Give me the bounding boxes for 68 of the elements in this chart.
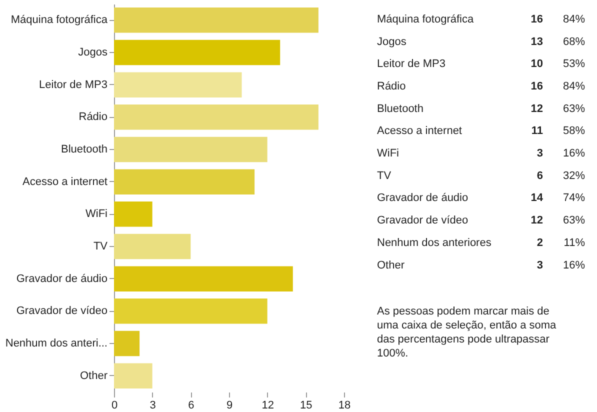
category-label: Acesso a internet (377, 125, 462, 138)
y-tick-label: Máquina fotográfica (10, 14, 108, 26)
bar (114, 8, 318, 33)
category-label: WiFi (377, 148, 399, 160)
bar (114, 234, 191, 260)
data-label: 2 (536, 236, 543, 249)
data-label: 6 (536, 170, 543, 182)
data-label: 84% (562, 80, 586, 92)
data-label: 32% (562, 170, 586, 182)
data-label: 63% (562, 102, 586, 115)
data-label: 11% (564, 236, 586, 249)
data-label: 16 (530, 80, 543, 92)
data-label: 3 (536, 148, 543, 160)
y-tick-label: Nenhum dos anteri... (5, 338, 108, 350)
category-label: Bluetooth (377, 102, 424, 115)
bar (114, 40, 280, 66)
y-tick-label: Leitor de MP3 (39, 78, 108, 91)
text: As pessoas podem marcar mais de uma caixa de seleção, então a soma das percentagens pode ultrapassar 100%. (377, 306, 558, 360)
bar (114, 330, 140, 356)
data-label: 14 (530, 192, 544, 204)
bar (114, 104, 318, 130)
data-label: 74% (562, 192, 586, 204)
x-tick-label: 6 (188, 400, 194, 412)
data-label: 84% (562, 13, 586, 26)
category-label: Other (377, 259, 405, 272)
category-label: Nenhum dos anteriores (377, 236, 492, 249)
data-label: 13 (530, 36, 543, 48)
bar (114, 169, 255, 194)
y-tick-label: Gravador de áudio (16, 272, 108, 285)
y-tick-label: TV (93, 240, 108, 252)
x-tick-label: 0 (111, 400, 118, 412)
data-label: 12 (530, 102, 543, 115)
data-label: 53% (562, 58, 586, 70)
x-tick-label: 18 (338, 400, 351, 412)
category-label: TV (377, 170, 392, 182)
category-label: Gravador de áudio (377, 192, 468, 204)
data-label: 16 (530, 13, 543, 26)
data-label: 10 (530, 58, 543, 70)
y-tick-label: Gravador de vídeo (16, 305, 108, 318)
bar (114, 202, 152, 227)
y-tick-label: WiFi (86, 208, 108, 220)
bar (114, 136, 268, 162)
y-tick-label: Rádio (78, 111, 108, 124)
y-tick-label: Jogos (78, 46, 108, 58)
category-label: Leitor de MP3 (377, 58, 446, 70)
data-label: 63% (562, 214, 586, 227)
data-label: 68% (562, 36, 586, 48)
category-label: Gravador de vídeo (377, 214, 468, 227)
bar (114, 266, 293, 292)
data-label: 11 (531, 125, 543, 138)
x-tick-label: 3 (150, 400, 156, 412)
data-label: 58% (562, 125, 586, 138)
bar (114, 72, 242, 98)
x-tick-label: 12 (262, 400, 274, 412)
category-label: Máquina fotográfica (377, 13, 474, 26)
data-label: 12 (530, 214, 543, 227)
bar (114, 298, 268, 324)
y-tick-label: Other (80, 370, 108, 382)
category-label: Jogos (377, 36, 407, 48)
y-tick-label: Bluetooth (61, 144, 108, 156)
y-tick-label: Acesso a internet (22, 176, 108, 188)
category-label: Rádio (377, 80, 406, 92)
x-tick-label: 15 (300, 400, 312, 412)
data-label: 3 (536, 259, 543, 272)
data-label: 16% (562, 148, 586, 160)
x-tick-label: 9 (226, 400, 233, 412)
bar (114, 363, 152, 388)
data-label: 16% (562, 259, 586, 272)
